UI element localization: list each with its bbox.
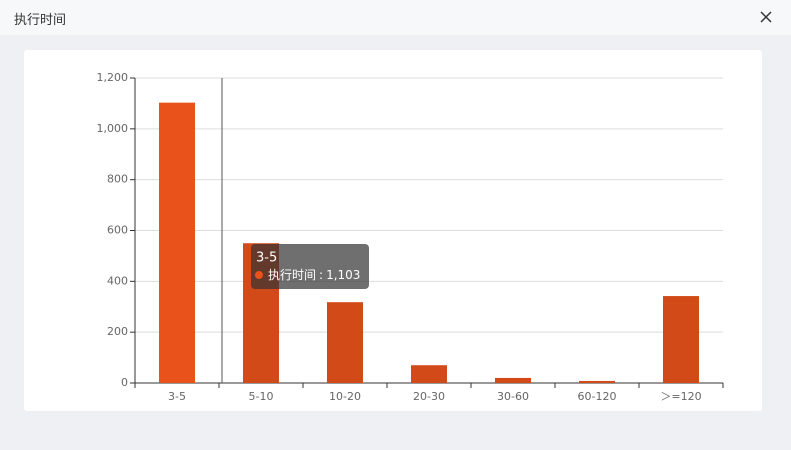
tooltip-value-label: 1,103 <box>326 268 360 282</box>
tooltip-box <box>251 244 369 289</box>
y-tick-label: 800 <box>107 173 128 186</box>
y-tick-label: 600 <box>107 224 128 237</box>
tooltip: 3-5 执行时间:1,103 <box>251 244 369 289</box>
x-tick-label: 10-20 <box>329 390 361 403</box>
y-tick-label: 1,200 <box>97 71 129 84</box>
x-tick-label: ＞=120 <box>660 390 701 403</box>
y-tick-label: 1,000 <box>97 122 129 135</box>
tooltip-dot <box>255 271 263 279</box>
y-tick-label: 0 <box>121 376 128 389</box>
bar <box>663 296 699 383</box>
x-tick-label: 60-120 <box>578 390 617 403</box>
bar <box>495 377 531 383</box>
bar <box>159 102 195 383</box>
bar <box>327 302 363 383</box>
bar <box>579 380 615 383</box>
tooltip-title: 3-5 <box>256 251 277 266</box>
tooltip-line: 执行时间:1,103 <box>268 268 360 282</box>
x-tick-label: 30-60 <box>497 390 529 403</box>
dialog-header: 执行时间 <box>0 0 791 35</box>
tooltip-name: 执行时间 <box>268 268 316 282</box>
x-tick-label: 3-5 <box>168 390 186 403</box>
x-tick-label: 5-10 <box>249 390 274 403</box>
bar <box>411 365 447 383</box>
x-tick-label: 20-30 <box>413 390 445 403</box>
tooltip-separator: : <box>319 268 323 282</box>
y-tick-label: 400 <box>107 274 128 287</box>
y-tick-label: 200 <box>107 325 128 338</box>
close-button[interactable] <box>759 10 773 24</box>
dialog-title: 执行时间 <box>14 13 67 28</box>
